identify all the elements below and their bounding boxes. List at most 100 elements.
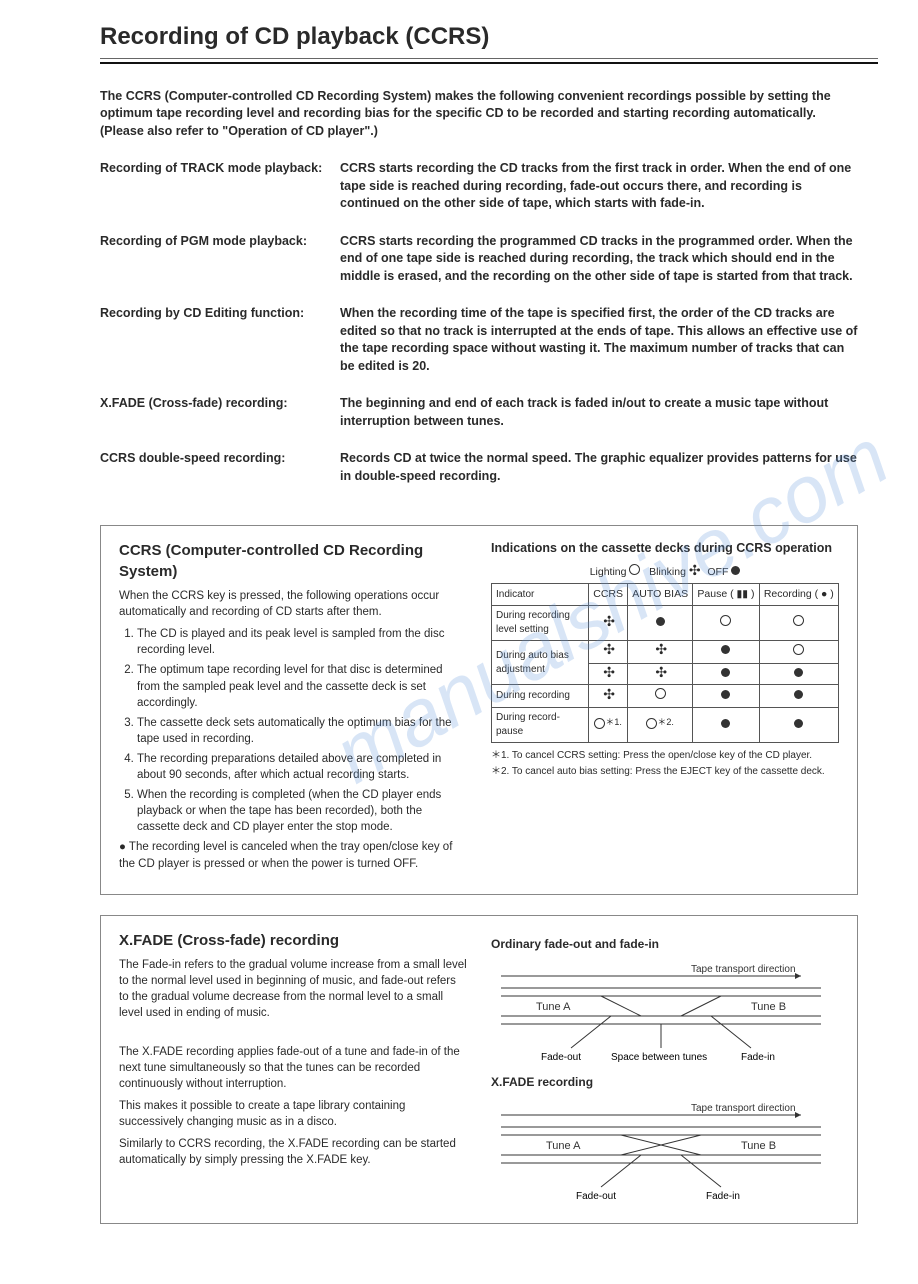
lighting-icon — [629, 564, 640, 575]
ccrs-step: The optimum tape recording level for tha… — [137, 662, 467, 710]
indications-footnotes: ＊1. To cancel CCRS setting: Press the op… — [491, 749, 839, 779]
blinking-icon — [655, 667, 665, 677]
svg-text:Fade-out: Fade-out — [541, 1052, 581, 1063]
lighting-icon — [793, 615, 804, 626]
svg-text:Fade-in: Fade-in — [706, 1191, 740, 1202]
lighting-icon — [793, 644, 804, 655]
off-icon — [731, 566, 740, 575]
cell — [759, 640, 838, 663]
ccrs-left-column: CCRS (Computer-controlled CD Recording S… — [119, 540, 467, 878]
blinking-icon — [603, 689, 613, 699]
cell: ＊1. — [589, 708, 628, 743]
ccrs-steps: The CD is played and its peak level is s… — [137, 626, 467, 835]
blinking-icon — [689, 565, 699, 575]
mode-row: X.FADE (Cross-fade) recording: The begin… — [100, 395, 858, 430]
cell — [759, 605, 838, 640]
off-icon — [721, 690, 730, 699]
modes-list: Recording of TRACK mode playback: CCRS s… — [100, 160, 858, 485]
direction-label: Tape transport direction — [691, 964, 796, 975]
table-header: Indicator — [492, 584, 589, 606]
mode-label: X.FADE (Cross-fade) recording: — [100, 395, 340, 430]
xfade-diagram: Tape transport direction Tune A Tune B F… — [491, 1097, 831, 1207]
svg-text:Fade-in: Fade-in — [741, 1052, 775, 1063]
ccrs-step: The recording preparations detailed abov… — [137, 751, 467, 783]
table-row: During recording level setting — [492, 605, 839, 640]
mode-label: CCRS double-speed recording: — [100, 450, 340, 485]
cell — [628, 663, 693, 685]
table-header: AUTO BIAS — [628, 584, 693, 606]
cell — [589, 663, 628, 685]
row-label: During record-pause — [492, 708, 589, 743]
xfade-right-column: Ordinary fade-out and fade-in Tape trans… — [491, 930, 839, 1208]
legend-off: OFF — [707, 566, 728, 578]
mode-desc: CCRS starts recording the CD tracks from… — [340, 160, 858, 213]
intro-paragraph: The CCRS (Computer-controlled CD Recordi… — [100, 88, 858, 141]
mode-desc: When the recording time of the tape is s… — [340, 305, 858, 375]
svg-text:Tune A: Tune A — [536, 1001, 571, 1013]
mode-row: Recording of TRACK mode playback: CCRS s… — [100, 160, 858, 213]
table-header: Recording ( ● ) — [759, 584, 838, 606]
row-label: During recording — [492, 685, 589, 708]
indications-heading: Indications on the cassette decks during… — [491, 540, 839, 558]
mode-desc: The beginning and end of each track is f… — [340, 395, 858, 430]
lighting-icon — [655, 688, 666, 699]
legend-blinking: Blinking — [649, 566, 686, 578]
mode-desc: Records CD at twice the normal speed. Th… — [340, 450, 858, 485]
svg-text:Fade-out: Fade-out — [576, 1191, 616, 1202]
indications-legend: Lighting Blinking OFF — [491, 564, 839, 580]
blinking-icon — [655, 644, 665, 654]
off-icon — [794, 719, 803, 728]
mode-label: Recording by CD Editing function: — [100, 305, 340, 375]
table-header: Pause ( ▮▮ ) — [693, 584, 759, 606]
svg-text:Tape transport direction: Tape transport direction — [691, 1103, 796, 1114]
cell — [628, 685, 693, 708]
cell — [628, 640, 693, 663]
row-label: During recording level setting — [492, 605, 589, 640]
table-row: During recording — [492, 685, 839, 708]
mode-row: CCRS double-speed recording: Records CD … — [100, 450, 858, 485]
cell — [589, 640, 628, 663]
cell — [693, 605, 759, 640]
lighting-icon — [594, 718, 605, 729]
svg-text:Space between tunes: Space between tunes — [611, 1052, 707, 1063]
cell — [693, 663, 759, 685]
cell — [693, 685, 759, 708]
xfade-diagram-title: X.FADE recording — [491, 1074, 839, 1091]
cell — [759, 685, 838, 708]
lighting-icon — [646, 718, 657, 729]
ccrs-panel: CCRS (Computer-controlled CD Recording S… — [100, 525, 858, 895]
ccrs-right-column: Indications on the cassette decks during… — [491, 540, 839, 878]
ccrs-note: ● The recording level is canceled when t… — [119, 839, 467, 871]
footnote: ＊1. To cancel CCRS setting: Press the op… — [491, 749, 839, 763]
cell — [693, 708, 759, 743]
mode-desc: CCRS starts recording the programmed CD … — [340, 233, 858, 286]
title-rule — [100, 58, 878, 64]
blinking-icon — [603, 667, 613, 677]
cell — [628, 605, 693, 640]
cell — [589, 605, 628, 640]
mode-label: Recording of PGM mode playback: — [100, 233, 340, 286]
ccrs-heading: CCRS (Computer-controlled CD Recording S… — [119, 540, 467, 582]
cell — [759, 708, 838, 743]
row-label: During auto bias adjustment — [492, 640, 589, 684]
mode-row: Recording by CD Editing function: When t… — [100, 305, 858, 375]
page-title: Recording of CD playback (CCRS) — [100, 20, 878, 54]
xfade-para: This makes it possible to create a tape … — [119, 1098, 467, 1130]
blinking-icon — [603, 644, 613, 654]
cell — [693, 640, 759, 663]
cell — [759, 663, 838, 685]
xfade-heading: X.FADE (Cross-fade) recording — [119, 930, 467, 951]
off-icon — [794, 690, 803, 699]
ordinary-fade-diagram: Tape transport direction Tune A Tune B F… — [491, 958, 831, 1068]
ccrs-step: The cassette deck sets automatically the… — [137, 715, 467, 747]
xfade-para: The Fade-in refers to the gradual volume… — [119, 957, 467, 1021]
xfade-para: Similarly to CCRS recording, the X.FADE … — [119, 1136, 467, 1168]
off-icon — [721, 668, 730, 677]
table-row: During auto bias adjustment — [492, 640, 839, 663]
off-icon — [794, 668, 803, 677]
mode-label: Recording of TRACK mode playback: — [100, 160, 340, 213]
svg-text:Tune B: Tune B — [751, 1001, 786, 1013]
xfade-panel: X.FADE (Cross-fade) recording The Fade-i… — [100, 915, 858, 1225]
off-icon — [656, 617, 665, 626]
svg-text:Tune A: Tune A — [546, 1140, 581, 1152]
